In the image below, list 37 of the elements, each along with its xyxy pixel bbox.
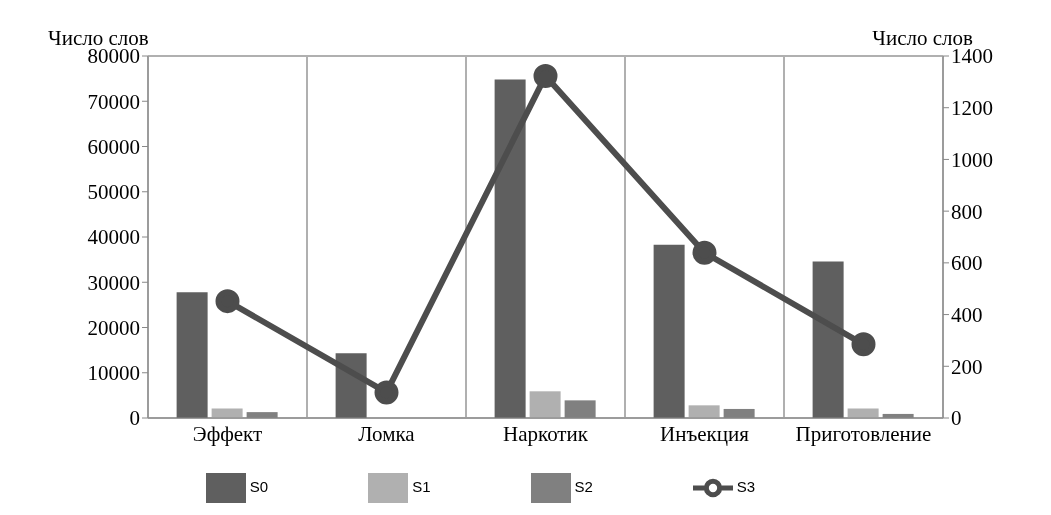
point [692,240,717,265]
x-tick-label: Наркотик [503,421,589,446]
point [374,380,399,405]
bar [529,391,561,418]
y-tick-label: 60000 [87,134,140,159]
y2-tick-label: 200 [951,354,983,379]
legend-label: S1 [412,477,431,495]
x-tick-label: Инъекция [660,421,750,446]
y-tick-label: 20000 [87,315,140,340]
bar [812,261,844,418]
x-tick-label: Приготовление [795,421,932,446]
bar [653,244,685,418]
x-tick-label: Ломка [358,421,416,446]
bar [176,292,208,418]
x-tick-label: Эффект [192,421,263,446]
y-tick-label: 70000 [87,89,140,114]
y-tick-label: 40000 [87,225,140,250]
y2-tick-label: 800 [951,199,983,224]
y2-tick-label: 1200 [951,96,993,121]
point [851,332,876,357]
bar [494,79,526,418]
bar [211,408,243,418]
bar [847,408,879,418]
bar [688,405,720,418]
point [215,289,240,314]
y-tick-label: 10000 [87,361,140,386]
y-tick-label: 50000 [87,180,140,205]
legend-label: S0 [249,477,269,495]
y2-tick-label: 0 [951,406,962,431]
y2-tick-label: 1000 [951,147,993,172]
point [533,63,558,88]
y-tick-label: 0 [129,406,140,431]
legend-label: S3 [736,477,756,495]
y2-tick-label: 400 [951,303,983,328]
legend-label: S2 [574,477,593,495]
y2-tick-label: 600 [951,251,983,276]
y-tick-label: 30000 [87,270,140,295]
